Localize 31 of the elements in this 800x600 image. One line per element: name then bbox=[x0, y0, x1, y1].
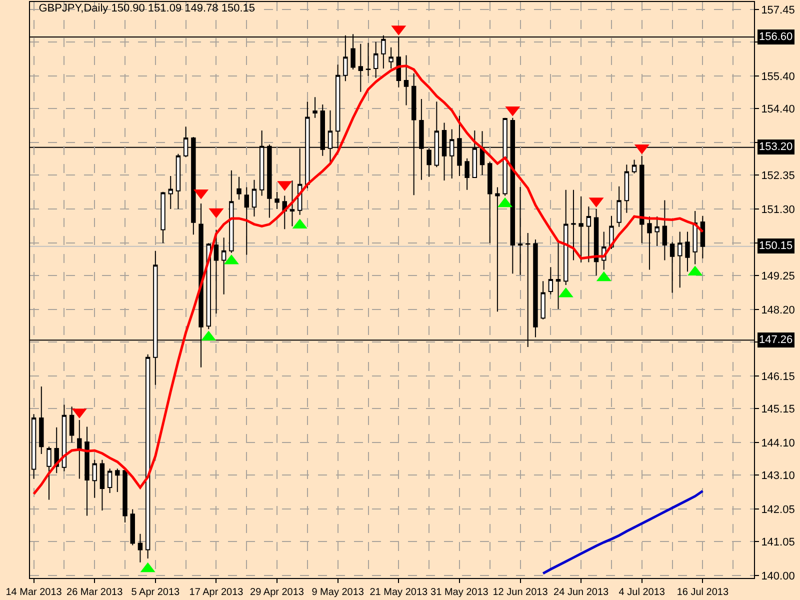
x-tick-label: 21 May 2013 bbox=[370, 587, 428, 598]
y-tick-label: 151.30 bbox=[761, 204, 795, 216]
x-tick-label: 26 Mar 2013 bbox=[66, 587, 124, 598]
x-tick-label: 4 Jul 2013 bbox=[618, 587, 666, 598]
x-tick-label: 12 Jun 2013 bbox=[492, 587, 548, 598]
ref-line-label: 150.15 bbox=[759, 240, 793, 252]
y-tick-label: 152.35 bbox=[761, 170, 795, 182]
x-tick-label: 9 May 2013 bbox=[312, 587, 364, 598]
x-tick-label: 24 Jun 2013 bbox=[554, 587, 610, 598]
y-tick-label: 145.15 bbox=[761, 403, 795, 416]
y-tick-label: 140.00 bbox=[761, 570, 795, 583]
x-tick-label: 17 Apr 2013 bbox=[189, 587, 244, 598]
x-tick-label: 29 Apr 2013 bbox=[250, 587, 304, 598]
y-tick-label: 144.10 bbox=[761, 438, 795, 450]
ref-line-label: 153.20 bbox=[759, 141, 793, 153]
x-tick-label: 16 Jul 2013 bbox=[676, 587, 729, 598]
y-tick-label: 146.15 bbox=[761, 371, 795, 384]
chart-title: GBPJPY,Daily 150.90 151.09 149.78 150.15 bbox=[38, 2, 255, 14]
y-tick-label: 154.40 bbox=[761, 103, 795, 116]
y-tick-label: 143.10 bbox=[761, 470, 795, 482]
y-tick-label: 157.45 bbox=[761, 4, 795, 16]
y-tick-label: 148.20 bbox=[761, 304, 795, 316]
x-tick-label: 14 Mar 2013 bbox=[6, 587, 62, 598]
x-tick-label: 31 May 2013 bbox=[430, 587, 489, 598]
ref-line-label: 156.60 bbox=[759, 31, 793, 43]
y-tick-label: 141.05 bbox=[761, 536, 795, 549]
ref-line-label: 147.26 bbox=[759, 334, 793, 346]
y-tick-label: 142.05 bbox=[761, 504, 795, 516]
y-tick-label: 155.40 bbox=[761, 70, 795, 83]
x-tick-label: 5 Apr 2013 bbox=[131, 587, 180, 598]
y-tick-label: 149.25 bbox=[761, 270, 795, 282]
